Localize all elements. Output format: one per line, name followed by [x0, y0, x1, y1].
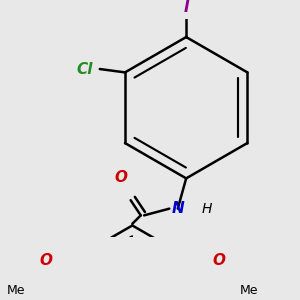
- Text: Cl: Cl: [76, 61, 93, 76]
- Text: O: O: [114, 170, 127, 185]
- Text: Me: Me: [240, 284, 258, 297]
- Text: I: I: [183, 0, 189, 15]
- Text: H: H: [201, 202, 212, 216]
- Text: Me: Me: [6, 284, 25, 297]
- Text: O: O: [212, 253, 225, 268]
- Text: O: O: [39, 253, 52, 268]
- Text: N: N: [171, 201, 184, 216]
